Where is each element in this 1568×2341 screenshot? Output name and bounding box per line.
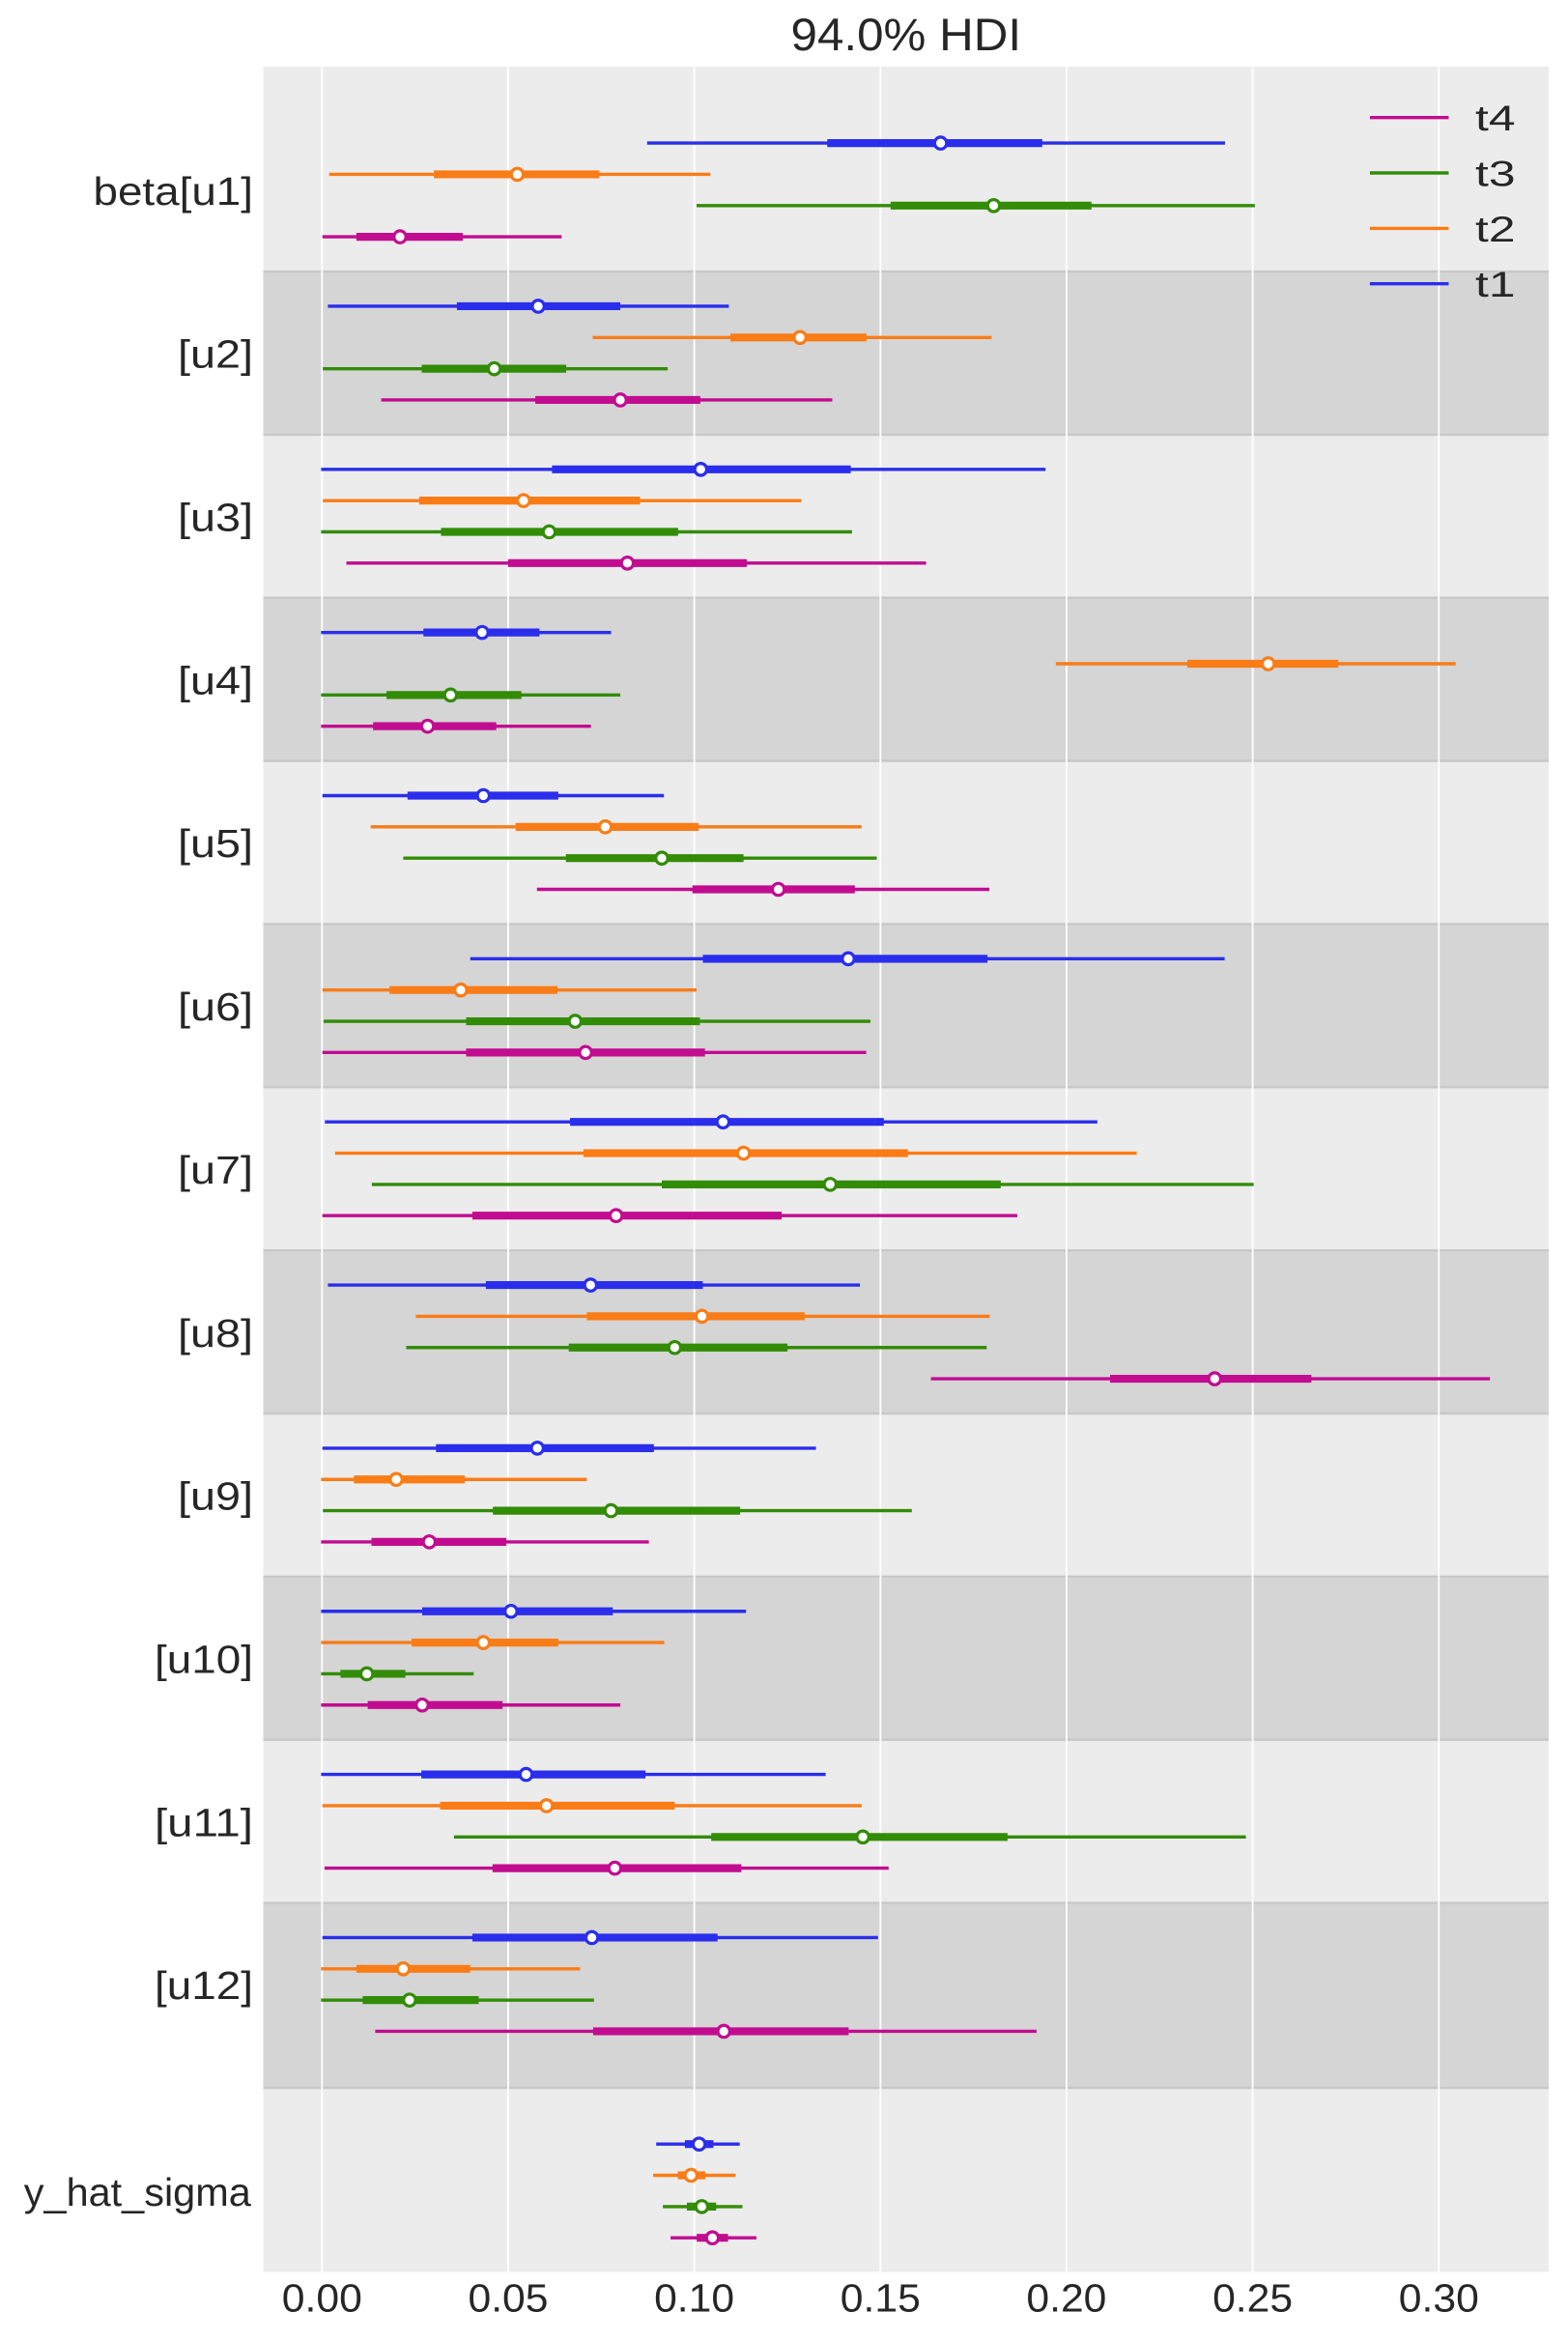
svg-text:[u11]: [u11] bbox=[155, 1800, 253, 1844]
svg-text:0.15: 0.15 bbox=[841, 2276, 921, 2321]
svg-text:0.20: 0.20 bbox=[1026, 2276, 1106, 2321]
svg-text:t2: t2 bbox=[1475, 210, 1516, 249]
svg-text:t3: t3 bbox=[1475, 154, 1516, 193]
svg-text:[u8]: [u8] bbox=[178, 1311, 253, 1356]
svg-text:[u2]: [u2] bbox=[178, 332, 253, 377]
svg-text:0.25: 0.25 bbox=[1212, 2276, 1293, 2321]
svg-text:0.30: 0.30 bbox=[1399, 2276, 1479, 2321]
svg-text:[u10]: [u10] bbox=[155, 1638, 253, 1682]
svg-text:[u4]: [u4] bbox=[178, 658, 253, 702]
svg-text:[u12]: [u12] bbox=[155, 1963, 253, 2008]
svg-text:0.10: 0.10 bbox=[654, 2276, 734, 2321]
svg-text:t4: t4 bbox=[1475, 99, 1516, 138]
svg-text:t1: t1 bbox=[1475, 265, 1516, 304]
svg-text:[u7]: [u7] bbox=[178, 1148, 253, 1192]
svg-text:94.0% HDI: 94.0% HDI bbox=[791, 9, 1022, 60]
svg-text:0.05: 0.05 bbox=[469, 2276, 549, 2321]
svg-text:[u6]: [u6] bbox=[178, 985, 253, 1029]
svg-text:[u3]: [u3] bbox=[178, 496, 253, 540]
svg-text:beta[u1]: beta[u1] bbox=[94, 169, 254, 214]
svg-text:[u5]: [u5] bbox=[178, 821, 253, 866]
svg-text:[u9]: [u9] bbox=[178, 1474, 253, 1519]
svg-text:y_hat_sigma: y_hat_sigma bbox=[24, 2170, 251, 2214]
svg-text:0.00: 0.00 bbox=[282, 2276, 362, 2321]
